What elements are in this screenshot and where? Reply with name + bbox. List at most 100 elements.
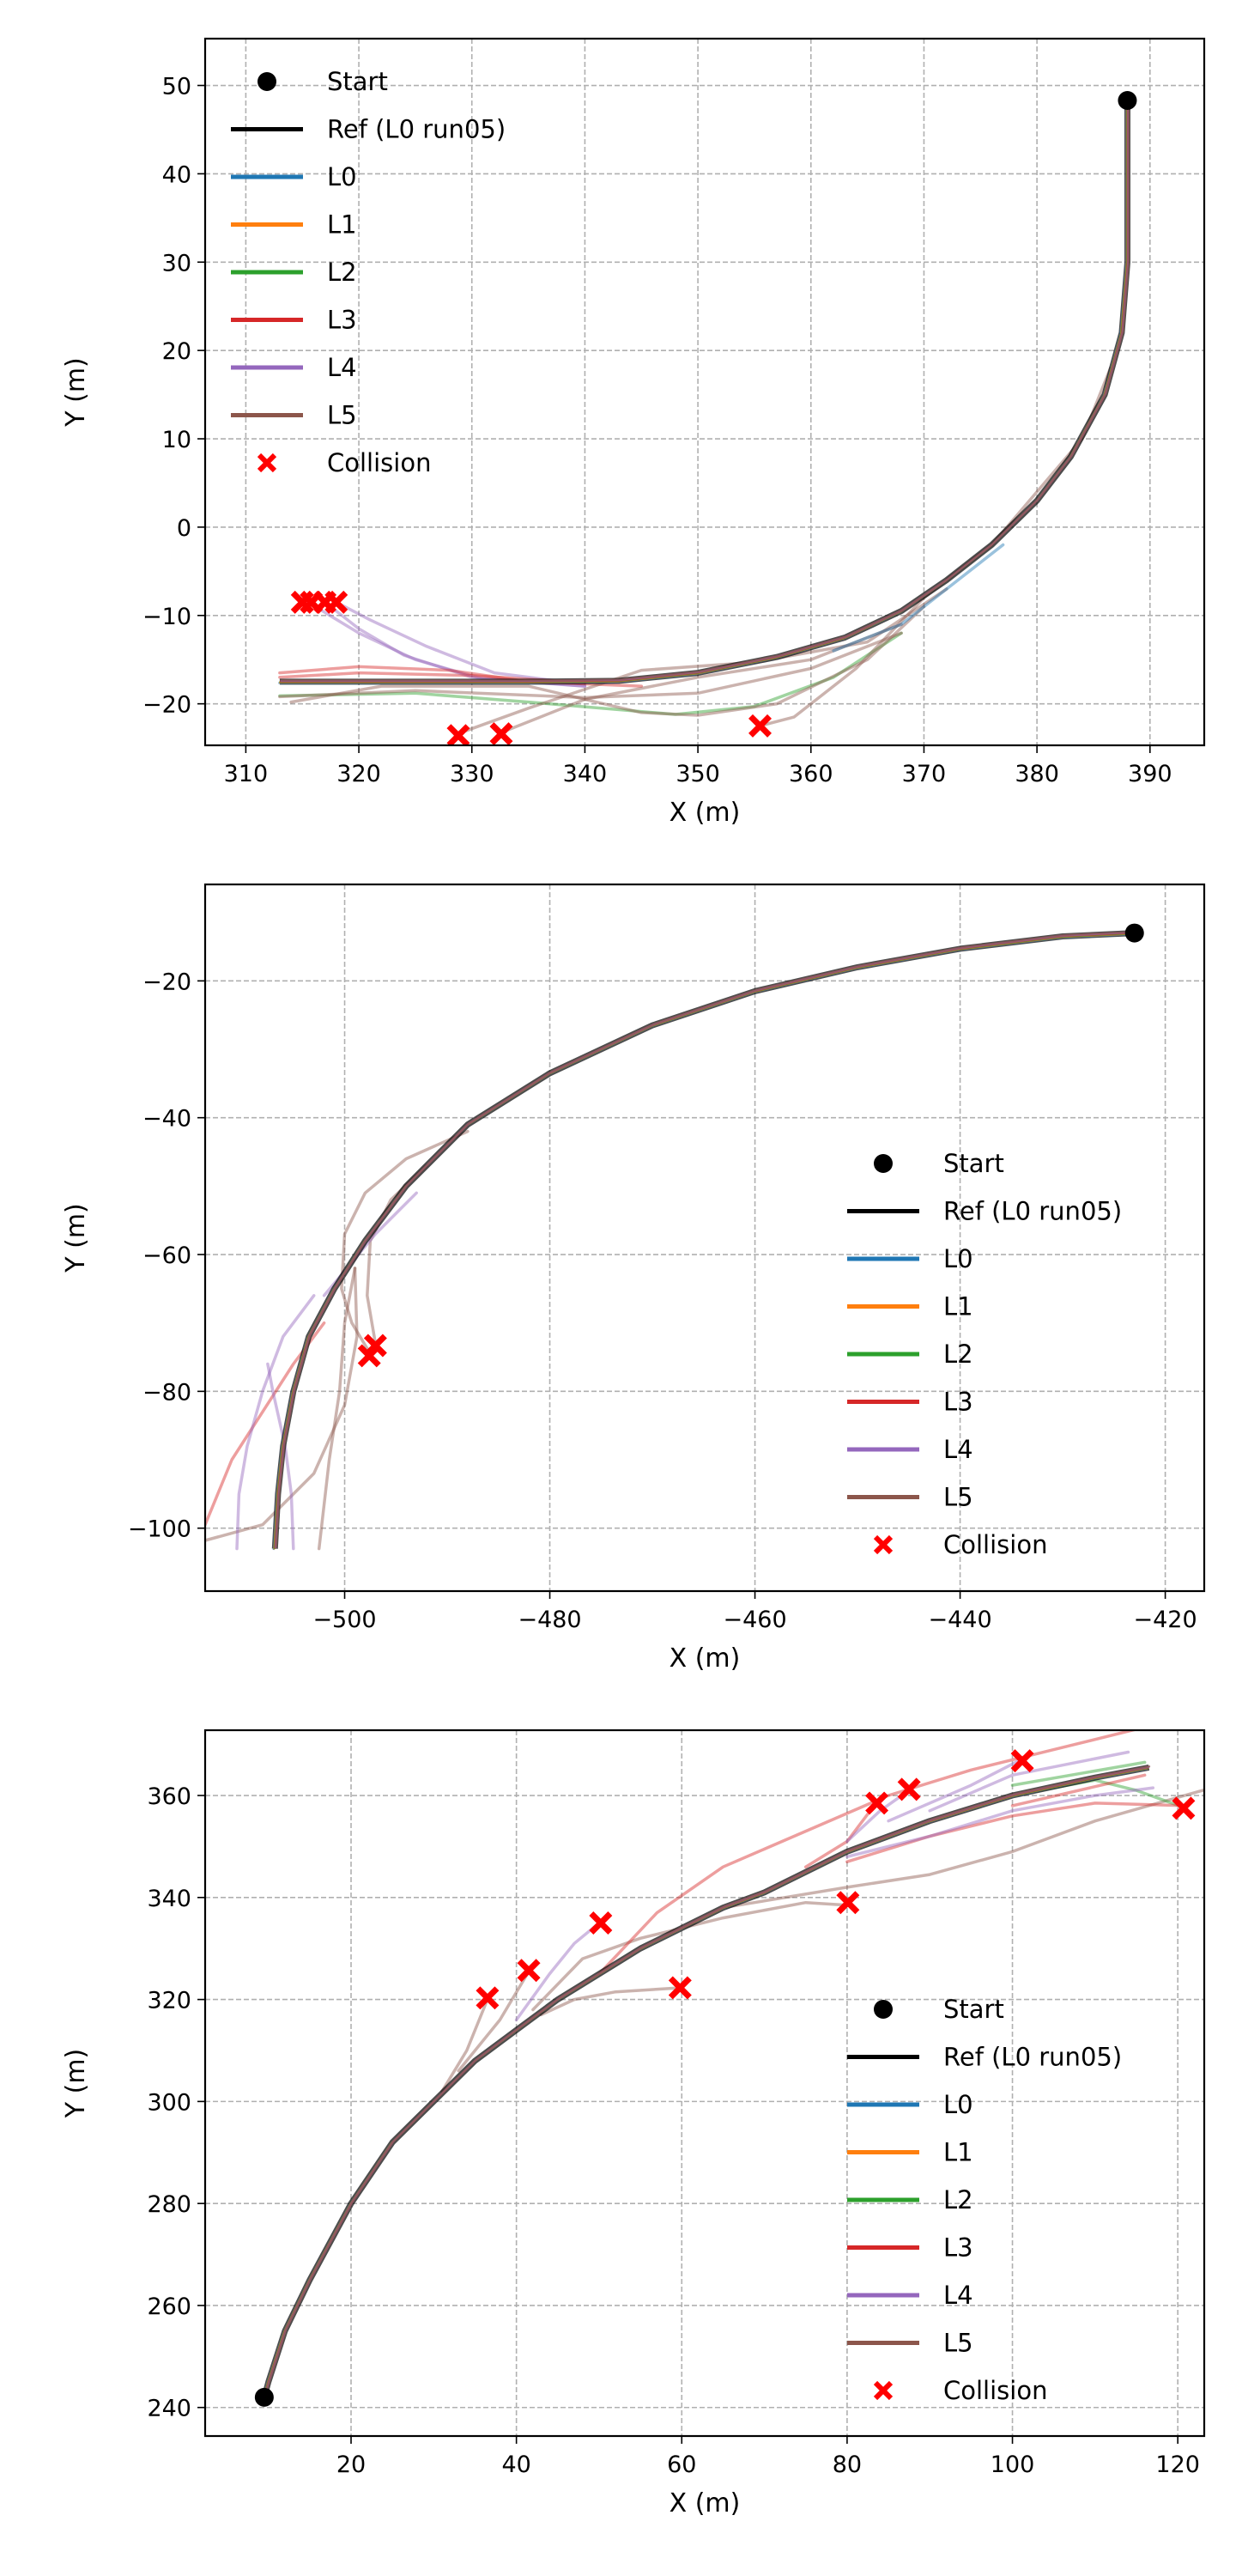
axes-frame: [203, 1728, 1206, 2438]
run-line-L5: [278, 631, 903, 700]
y-axis-label: Y (m): [61, 2049, 91, 2119]
plot-area: [278, 99, 1130, 745]
legend-label: L0: [943, 1244, 973, 1273]
run-line-L0: [832, 543, 1005, 653]
legend-item: L4: [847, 2281, 973, 2310]
legend: Start Ref (L0 run05) L0 L1 L2 L3 L4 L5 Collision: [847, 1149, 1122, 1559]
run-line-L0: [278, 101, 1128, 684]
legend-item: L3: [231, 306, 357, 335]
run-line-L5: [281, 99, 1130, 682]
legend-label: Collision: [327, 448, 431, 477]
collision-x-icon: [476, 1986, 500, 2010]
legend-item: L1: [231, 210, 357, 240]
collision-marker: [363, 1334, 387, 1358]
collision-marker: [1010, 1749, 1034, 1773]
collision-marker: [324, 590, 348, 614]
x-tick-label: −460: [723, 1607, 786, 1633]
legend-collision-x-icon: [873, 2380, 894, 2401]
legend-label: L3: [327, 306, 357, 335]
y-axis-label: Y (m): [61, 357, 91, 428]
legend-item: L3: [847, 1388, 973, 1417]
legend-start-marker: [258, 72, 276, 91]
legend-label: L4: [943, 1435, 973, 1464]
collision-marker: [836, 1891, 860, 1915]
run-line-L5: [205, 1267, 359, 1542]
x-tick-label: −500: [312, 1607, 376, 1633]
legend-item: L1: [847, 1292, 973, 1321]
collision-x-icon: [865, 1791, 889, 1815]
run-line-L5: [317, 1267, 357, 1551]
chart-panel-1: 310 320 330 340 350 360 370 380 390 −20 −10 0 10 20 30…: [61, 37, 1206, 828]
legend-label: Ref (L0 run05): [943, 2043, 1122, 2072]
run-line-L1: [262, 1767, 1148, 2399]
run-line-L2: [273, 932, 1135, 1549]
legend-item: L0: [231, 162, 357, 191]
y-tick-label: 20: [162, 338, 191, 365]
run-line-L5: [945, 366, 1112, 582]
legend-item: Ref (L0 run05): [847, 1197, 1122, 1226]
collision-x-icon: [897, 1777, 921, 1801]
collision-x-icon: [489, 722, 513, 745]
legend: Start Ref (L0 run05) L0 L1 L2 L3 L4 L5 Collision: [847, 1995, 1122, 2405]
start-marker: [1124, 923, 1144, 943]
axes-frame: [203, 883, 1206, 1593]
x-tick-label: −420: [1134, 1607, 1197, 1633]
run-line-L2: [279, 100, 1129, 683]
y-tick-label: −20: [142, 692, 191, 719]
run-line-L4: [887, 1758, 1022, 1823]
y-tick-label: 360: [147, 1783, 191, 1810]
run-line-L3: [597, 1730, 1138, 1976]
legend-label: Ref (L0 run05): [327, 115, 506, 144]
legend-label: L0: [943, 2090, 973, 2119]
y-tick-label: 260: [147, 2293, 191, 2320]
x-tick-label: 40: [501, 2451, 530, 2478]
collision-x-icon: [589, 1911, 613, 1935]
run-line-L1: [273, 933, 1134, 1550]
legend-item: L5: [847, 1483, 973, 1512]
run-line-L4: [235, 1294, 316, 1551]
legend-label: Collision: [943, 2376, 1047, 2405]
run-line-L5: [498, 623, 903, 735]
legend-label: L4: [943, 2281, 973, 2310]
run-line-L1: [279, 100, 1128, 683]
legend-label: L2: [327, 258, 357, 287]
run-line-L3: [1010, 1773, 1147, 1807]
legend-label: L5: [327, 401, 357, 430]
collision-marker: [865, 1791, 889, 1815]
run-line-L3: [274, 932, 1136, 1549]
legend-label: L5: [943, 1483, 973, 1512]
y-tick-label: −10: [142, 604, 191, 630]
run-line-L5: [453, 587, 948, 737]
collision-marker: [748, 714, 772, 738]
legend-label: Start: [327, 67, 388, 96]
legend-item: L5: [231, 401, 357, 430]
reference-line: [271, 930, 1135, 1549]
legend: Start Ref (L0 run05) L0 L1 L2 L3 L4 L5 Collision: [231, 67, 506, 477]
y-tick-label: −80: [142, 1379, 191, 1406]
run-line-L2: [278, 631, 903, 716]
x-tick-label: 350: [676, 761, 720, 787]
run-line-L3: [845, 1801, 1188, 1863]
run-line-L5: [340, 1129, 470, 1356]
legend-start-marker: [874, 1154, 893, 1173]
collision-marker: [476, 1986, 500, 2010]
legend-collision-x-icon: [257, 453, 277, 473]
legend-label: L4: [327, 353, 357, 382]
legend-item: L3: [847, 2233, 973, 2263]
legend-item: L0: [847, 1244, 973, 1273]
y-tick-label: 40: [162, 161, 191, 188]
legend-item: L4: [847, 1435, 973, 1464]
y-tick-label: −40: [142, 1106, 191, 1133]
y-tick-label: −60: [142, 1242, 191, 1269]
y-tick-label: 320: [147, 1988, 191, 2014]
collision-marker: [446, 724, 470, 745]
run-line-L4: [334, 600, 587, 686]
legend-item: Start: [874, 1149, 1004, 1178]
legend-item: Start: [258, 67, 388, 96]
run-line-L4: [275, 931, 1136, 1548]
run-line-L4: [280, 100, 1130, 683]
legend-label: L1: [943, 2138, 973, 2167]
legend-item: L2: [847, 2185, 973, 2215]
run-line-L4: [264, 1765, 1150, 2397]
